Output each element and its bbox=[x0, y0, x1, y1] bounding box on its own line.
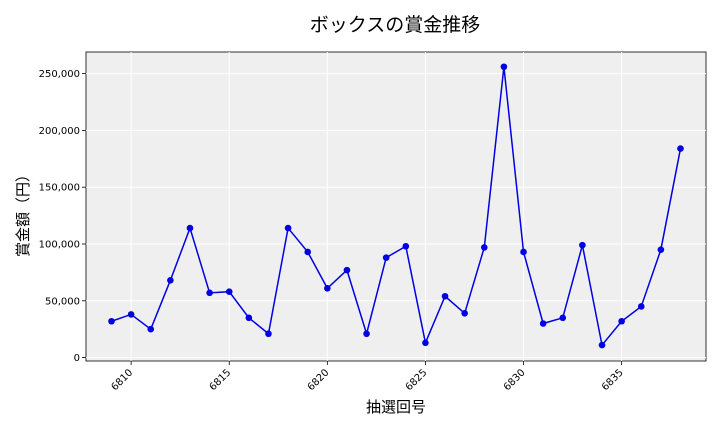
data-point bbox=[480, 244, 488, 251]
x-tick-label: 6815 bbox=[208, 367, 234, 393]
data-point bbox=[108, 317, 115, 325]
y-axis-ticks: 0 50,000 100,000 150,000 200,000 250,000 bbox=[39, 69, 86, 364]
x-tick-label: 6825 bbox=[404, 367, 430, 393]
y-tick-label: 50,000 bbox=[45, 296, 80, 307]
y-tick-label: 150,000 bbox=[39, 183, 80, 194]
data-point bbox=[284, 224, 292, 232]
data-point bbox=[520, 248, 527, 256]
data-point bbox=[579, 241, 586, 249]
data-point bbox=[265, 330, 272, 338]
data-point bbox=[127, 311, 135, 318]
data-point bbox=[147, 325, 155, 333]
plot-area bbox=[85, 51, 707, 362]
data-point bbox=[500, 63, 508, 71]
series-line bbox=[111, 66, 682, 347]
x-axis-ticks: 6810 6815 6820 6825 6830 6835 bbox=[109, 361, 626, 393]
data-point bbox=[637, 303, 645, 310]
data-point bbox=[422, 339, 429, 347]
data-point bbox=[167, 277, 174, 284]
data-point bbox=[304, 248, 312, 256]
x-tick-label: 6835 bbox=[600, 367, 626, 393]
data-point bbox=[598, 341, 606, 349]
data-point bbox=[559, 314, 567, 322]
data-point bbox=[225, 288, 233, 296]
x-axis-label: 抽選回号 bbox=[366, 398, 426, 416]
data-point bbox=[343, 266, 351, 274]
x-tick-label: 6830 bbox=[502, 367, 528, 393]
data-point bbox=[382, 254, 390, 261]
data-point bbox=[461, 309, 468, 317]
x-tick-label: 6810 bbox=[109, 367, 135, 393]
data-point bbox=[186, 224, 194, 232]
y-tick-label: 250,000 bbox=[39, 69, 80, 80]
y-tick-label: 200,000 bbox=[39, 126, 80, 137]
data-point bbox=[363, 330, 370, 338]
data-point bbox=[402, 242, 410, 250]
series-layer bbox=[108, 63, 684, 349]
data-point bbox=[618, 317, 625, 325]
chart-title: ボックスの賞金推移 bbox=[310, 14, 480, 36]
data-point bbox=[206, 289, 213, 297]
x-tick-label: 6820 bbox=[306, 367, 332, 393]
data-point bbox=[441, 292, 449, 300]
y-axis-label: 賞金額（円） bbox=[14, 167, 32, 257]
data-point bbox=[245, 314, 253, 322]
data-point bbox=[657, 246, 665, 253]
y-tick-label: 100,000 bbox=[39, 239, 80, 250]
y-tick-label: 0 bbox=[74, 353, 80, 364]
grid-lines bbox=[86, 52, 706, 361]
data-point bbox=[677, 145, 684, 152]
data-point bbox=[324, 284, 331, 292]
data-point bbox=[539, 320, 547, 327]
